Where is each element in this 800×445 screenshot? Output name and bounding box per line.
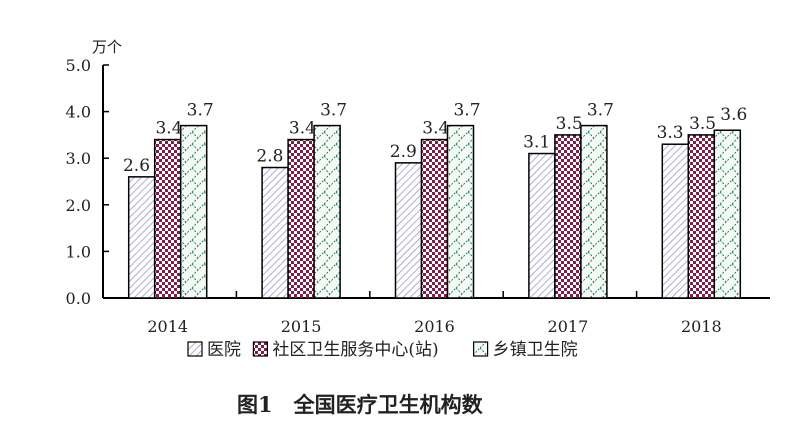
data-label: 3.7 bbox=[320, 101, 347, 121]
data-label: 3.4 bbox=[155, 119, 182, 139]
y-tick-label: 0.0 bbox=[66, 289, 91, 308]
data-label: 2.9 bbox=[390, 142, 417, 162]
data-label: 3.4 bbox=[422, 119, 449, 139]
data-label: 2.6 bbox=[123, 156, 150, 176]
x-tick-label: 2015 bbox=[281, 317, 322, 336]
bar-3-2018 bbox=[713, 129, 742, 299]
x-tick-label: 2018 bbox=[681, 317, 722, 336]
legend-label: 医院 bbox=[207, 340, 241, 360]
x-tick-label: 2016 bbox=[414, 317, 455, 336]
y-unit-label: 万个 bbox=[92, 38, 122, 56]
bar-3-2014 bbox=[179, 124, 208, 299]
bar-1-2016 bbox=[394, 162, 423, 299]
bar-3-2017 bbox=[580, 124, 608, 299]
data-label: 3.7 bbox=[453, 101, 480, 121]
bar-2-2015 bbox=[287, 138, 315, 299]
legend-label: 乡镇卫生院 bbox=[493, 340, 578, 360]
legend-swatch bbox=[473, 341, 489, 357]
bar-3-2015 bbox=[313, 124, 341, 299]
data-label: 3.7 bbox=[187, 101, 214, 121]
bar-1-2017 bbox=[528, 152, 556, 299]
y-tick-label: 1.0 bbox=[66, 242, 91, 261]
bar-1-2018 bbox=[661, 143, 690, 299]
data-label: 3.5 bbox=[556, 114, 583, 134]
legend-swatch bbox=[252, 341, 268, 357]
data-label: 2.8 bbox=[256, 147, 283, 167]
chart-title: 图1 全国医疗卫生机构数 bbox=[237, 392, 484, 417]
data-label: 3.3 bbox=[657, 123, 684, 143]
x-tick-label: 2017 bbox=[548, 317, 589, 336]
data-label: 3.7 bbox=[587, 101, 614, 121]
bar-1-2015 bbox=[261, 166, 289, 299]
data-label: 3.1 bbox=[523, 133, 550, 153]
data-label: 3.4 bbox=[289, 119, 316, 139]
bar-2-2017 bbox=[554, 134, 582, 299]
data-label: 3.5 bbox=[689, 114, 716, 134]
bar-2-2016 bbox=[420, 138, 449, 299]
bar-2-2018 bbox=[687, 134, 716, 299]
legend-label: 社区卫生服务中心(站) bbox=[272, 340, 438, 360]
y-tick-label: 2.0 bbox=[66, 196, 91, 215]
bar-1-2014 bbox=[127, 176, 156, 299]
y-tick-label: 3.0 bbox=[66, 149, 91, 168]
data-label: 3.6 bbox=[720, 105, 747, 125]
y-tick-label: 5.0 bbox=[66, 56, 91, 75]
bar-3-2016 bbox=[446, 124, 475, 299]
x-tick-label: 2014 bbox=[147, 317, 188, 336]
legend-swatch bbox=[187, 341, 203, 357]
bar-2-2014 bbox=[153, 138, 182, 299]
y-tick-label: 4.0 bbox=[66, 103, 91, 122]
